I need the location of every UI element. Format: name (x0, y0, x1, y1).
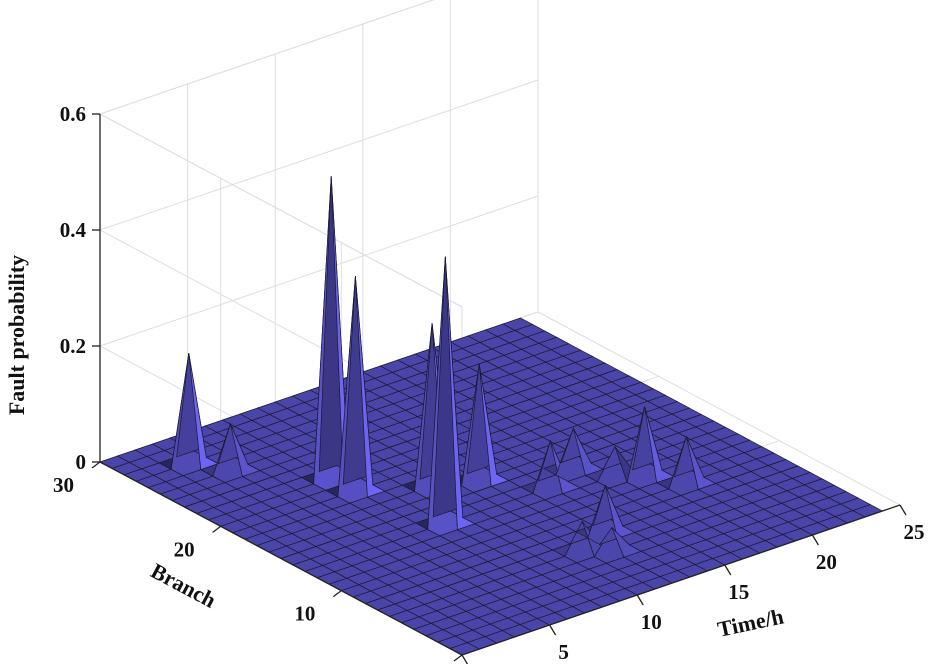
x-tick-label: 10 (641, 610, 662, 634)
axis-line (461, 504, 901, 656)
x-tick-mark (811, 534, 819, 546)
y-tick-mark (212, 525, 222, 533)
x-tick-mark (636, 594, 644, 606)
axis-line (99, 461, 463, 656)
x-tick-mark (549, 624, 557, 636)
x-tick-mark (724, 564, 732, 576)
x-tick-label: 20 (816, 550, 837, 574)
axes (99, 114, 901, 656)
z-tick-label: 0.6 (60, 102, 86, 126)
y-tick-label: 10 (294, 602, 315, 626)
z-tick-label: 0 (76, 450, 87, 474)
y-tick-mark (453, 654, 463, 662)
x-axis-label: Time/h (715, 603, 786, 641)
tick-labels: 0510152025010203000.20.40.6 (53, 102, 925, 669)
surface-mesh (99, 176, 884, 656)
y-tick-label: 20 (174, 537, 195, 561)
x-tick-label: 15 (728, 580, 749, 604)
x-tick-label: 25 (904, 520, 925, 544)
x-tick-mark (461, 654, 469, 666)
z-axis-label: Fault probability (4, 255, 29, 415)
y-tick-mark (332, 590, 342, 598)
z-tick-label: 0.2 (60, 334, 86, 358)
z-tick-label: 0.4 (60, 218, 87, 242)
x-tick-mark (899, 504, 907, 516)
y-tick-mark (91, 461, 101, 469)
x-tick-label: 5 (558, 640, 569, 664)
y-tick-label: 30 (53, 473, 74, 497)
y-axis-label: Branch (147, 558, 220, 613)
